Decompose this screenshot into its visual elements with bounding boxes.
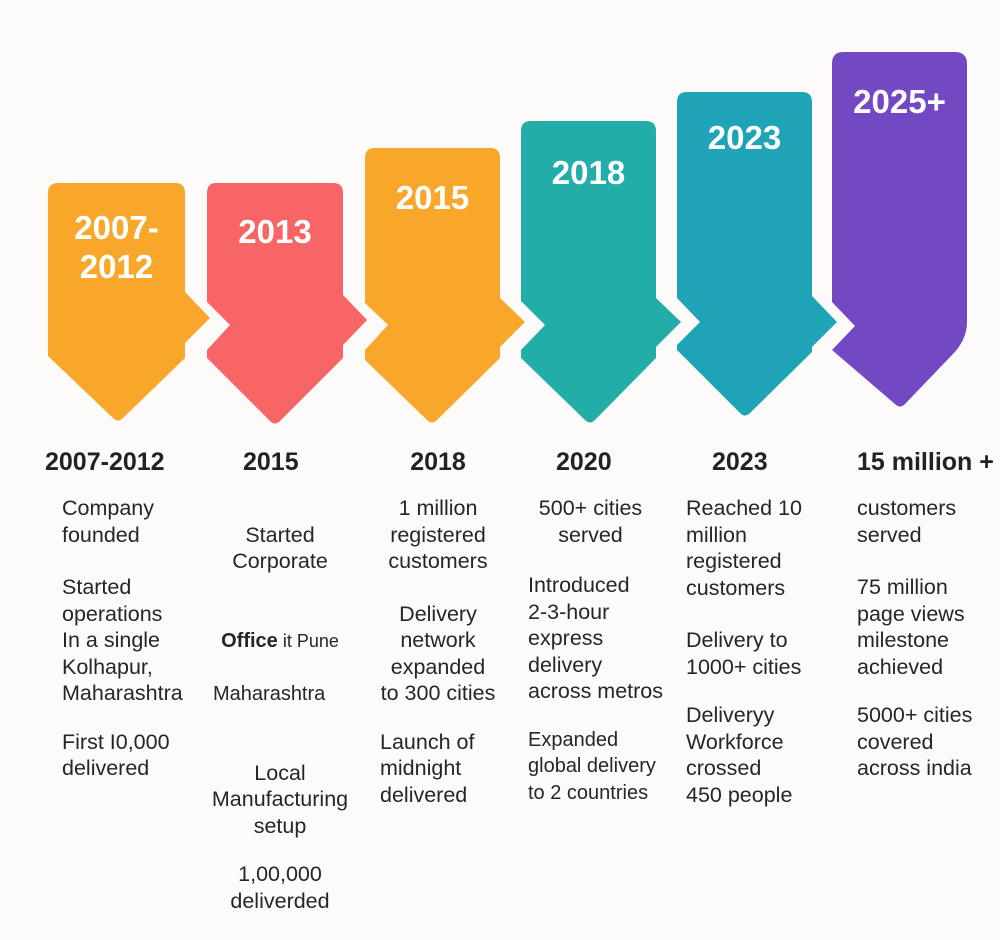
arrow-year-label-4: 2018 <box>551 154 626 191</box>
milestone-item: 5000+ cities covered across india <box>857 703 973 780</box>
arrow-year-label-6: 2025+ <box>853 83 946 120</box>
arrow-year-label-3: 2015 <box>395 179 470 216</box>
arrow-year-label-5: 2023 <box>707 119 782 156</box>
timeline-arrow-3 <box>365 148 525 423</box>
column-title: 2015 <box>243 448 299 476</box>
timeline-arrow-2 <box>207 183 367 424</box>
milestone-text-bold: Office <box>221 629 278 652</box>
timeline-arrow-4 <box>521 121 681 423</box>
column-title: 2023 <box>712 448 768 476</box>
milestone-column-3: 2018 1 million registered customers Deli… <box>368 447 508 834</box>
milestone-item: 500+ cities served <box>538 496 643 547</box>
column-title: 2007-2012 <box>45 448 165 476</box>
milestone-item: Deliveryy Workforce crossed 450 people <box>686 703 793 807</box>
milestone-item: Started Corporate Office it Pune Maharas… <box>205 495 355 734</box>
milestone-item: Launch of midnight delivered <box>380 729 475 807</box>
milestone-item: First I0,000 delivered <box>62 729 170 781</box>
timeline-arrow-5 <box>677 92 837 416</box>
milestone-item: 1,00,000 deliverded <box>230 862 330 913</box>
milestone-item: Delivery network expanded to 300 cities <box>380 601 496 706</box>
milestone-column-1: 2007-2012 Company founded Started operat… <box>45 447 195 808</box>
timeline-arrows <box>48 52 967 424</box>
timeline-arrow-6 <box>832 52 967 407</box>
arrow-year-label-1: 2007- 2012 <box>74 209 159 285</box>
column-title: 2020 <box>556 448 612 476</box>
arrow-year-label-2: 2013 <box>238 213 312 250</box>
milestone-column-5: 2023 Reached 10 million registered custo… <box>686 447 826 834</box>
column-title: 2018 <box>410 448 466 476</box>
milestone-item: 1 million registered customers <box>388 496 488 573</box>
milestone-item: Started operations In a single Kolhapur,… <box>62 575 183 705</box>
milestone-column-4: 2020 500+ cities served Introduced 2-3-h… <box>528 447 678 832</box>
timeline-arrow-1 <box>48 183 210 421</box>
milestone-item: Introduced 2-3-hour express delivery acr… <box>528 573 664 703</box>
milestone-column-6: 15 million + customers served 75 million… <box>857 447 1000 808</box>
milestone-item: Company founded <box>62 496 155 547</box>
milestone-item: Reached 10 million registered customers <box>686 496 802 600</box>
milestone-item: customers served <box>857 496 957 547</box>
milestone-text: it Pune <box>277 630 339 651</box>
milestone-text: Maharashtra <box>213 682 326 705</box>
milestone-item: Local Manufacturing setup <box>211 760 349 838</box>
milestone-item: 75 million page views milestone achieved <box>857 575 965 679</box>
column-title: 15 million + <box>857 448 994 476</box>
milestone-column-2: 2015 Started Corporate Office it Pune Ma… <box>205 447 355 940</box>
milestone-item: Expanded global delivery to 2 countries <box>528 728 656 804</box>
milestone-item: Delivery to 1000+ cities <box>686 628 802 679</box>
milestone-text: Started Corporate <box>232 522 328 574</box>
